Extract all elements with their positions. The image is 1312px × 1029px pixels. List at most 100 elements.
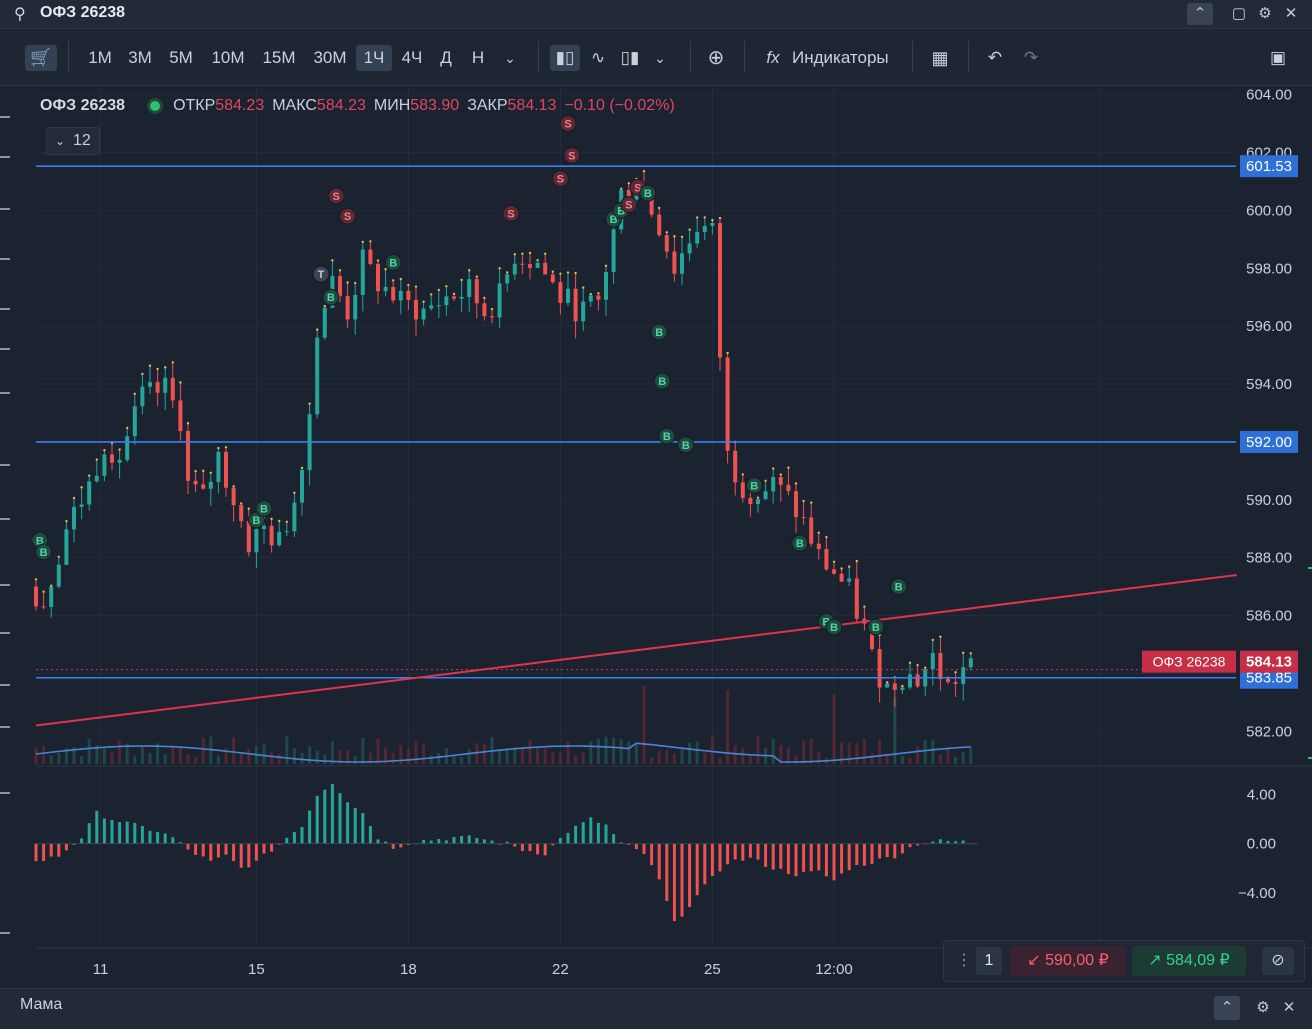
chevron-down-icon[interactable]: ⌄: [654, 50, 666, 66]
trade-marker-s: [339, 207, 357, 225]
candle-high-dot: [764, 479, 767, 482]
macd-bar: [543, 843, 547, 856]
candle-high-dot: [673, 235, 676, 238]
macd-bar: [726, 843, 730, 865]
tf-1m[interactable]: 1M: [88, 48, 112, 67]
add-icon[interactable]: ⊕: [707, 47, 725, 69]
tf-15m[interactable]: 15M: [262, 48, 296, 67]
tf-day[interactable]: Д: [440, 48, 452, 67]
candle-high-dot: [969, 652, 972, 655]
tf-week[interactable]: Н: [471, 48, 485, 67]
candle-high-dot: [346, 281, 349, 284]
macd-bar: [665, 843, 669, 901]
chevron-up-icon[interactable]: ⌃: [1214, 996, 1240, 1020]
volume-bar: [840, 742, 844, 764]
line-chart-icon[interactable]: ∿: [590, 48, 606, 67]
sell-button[interactable]: ↙ 590,00 ₽: [1010, 946, 1126, 976]
bars-icon[interactable]: ▯▮: [620, 48, 640, 67]
indicators-collapse-button[interactable]: ⌄ 12: [46, 127, 100, 155]
tool-icon[interactable]: [0, 684, 10, 686]
macd-bar: [292, 831, 296, 844]
order-quantity[interactable]: 1: [976, 947, 1002, 975]
undo-icon[interactable]: ↶: [987, 48, 1003, 67]
trade-marker-label: S: [507, 208, 514, 220]
tool-icon[interactable]: [0, 464, 10, 466]
gear-icon[interactable]: ⚙: [1258, 5, 1272, 22]
candle-high-dot: [209, 471, 212, 474]
chevron-up-icon[interactable]: ⌃: [1187, 3, 1213, 25]
gear-icon[interactable]: ⚙: [1256, 999, 1270, 1016]
level-price-tag: [1240, 430, 1298, 453]
volume-bar: [338, 750, 342, 764]
redo-icon[interactable]: ↷: [1023, 48, 1039, 67]
tool-icon[interactable]: [0, 116, 10, 118]
cart-icon[interactable]: 🛒: [25, 45, 57, 71]
function-icon[interactable]: fx: [766, 48, 780, 67]
volume-bar: [72, 746, 76, 764]
camera-icon[interactable]: ▣: [1269, 48, 1287, 67]
volume-bar: [482, 743, 486, 764]
tool-icon[interactable]: [0, 258, 10, 260]
candle-body: [56, 564, 61, 587]
tf-30m[interactable]: 30M: [313, 48, 347, 67]
tool-icon[interactable]: [0, 632, 10, 634]
tf-1h[interactable]: 1Ч: [356, 45, 392, 71]
y-axis-tick-label: 604.00: [1246, 87, 1292, 104]
tool-icon[interactable]: [0, 156, 10, 158]
tool-icon[interactable]: [0, 348, 10, 350]
candle-body: [436, 305, 441, 307]
macd-bar: [178, 842, 182, 844]
trade-marker-b: [825, 618, 843, 636]
tf-3m[interactable]: 3M: [128, 48, 152, 67]
candle-high-dot: [574, 271, 577, 275]
grid-icon[interactable]: ▦: [931, 48, 949, 68]
volume-bar: [368, 752, 372, 764]
tool-icon[interactable]: [0, 792, 10, 794]
candle-body: [604, 272, 608, 300]
tf-5m[interactable]: 5M: [169, 48, 193, 67]
volume-bar: [270, 751, 274, 764]
x-axis-tick-label: 22: [552, 961, 569, 978]
last-price-label: 584.13: [1246, 654, 1292, 671]
macd-bar: [315, 795, 319, 844]
volume-bar: [938, 754, 942, 764]
search-icon[interactable]: ⚲: [14, 6, 26, 23]
tool-icon[interactable]: [0, 392, 10, 394]
candle-body: [292, 502, 297, 532]
tf-10m[interactable]: 10M: [211, 48, 245, 67]
volume-bar: [756, 736, 760, 764]
bottom-panel-title[interactable]: Мама: [20, 996, 63, 1013]
volume-bar: [42, 745, 46, 764]
candle-body: [421, 308, 426, 320]
tool-icon[interactable]: [0, 518, 10, 520]
candle-body: [961, 667, 966, 684]
candle-body: [908, 674, 912, 688]
buy-button[interactable]: ↗ 584,09 ₽: [1132, 946, 1246, 976]
macd-bar: [802, 843, 806, 872]
macd-bar: [406, 843, 410, 845]
tf-4h[interactable]: 4Ч: [401, 48, 423, 67]
maximize-icon[interactable]: ▢: [1231, 5, 1247, 22]
macd-bar: [452, 837, 456, 844]
chevron-down-icon[interactable]: ⌄: [504, 50, 516, 66]
cancel-orders-icon[interactable]: ⊘: [1262, 947, 1294, 975]
tool-icon[interactable]: [0, 584, 10, 586]
volume-bar: [916, 746, 920, 764]
close-icon[interactable]: ✕: [1282, 999, 1296, 1016]
volume-bar: [718, 757, 722, 764]
window-title[interactable]: ОФЗ 26238: [40, 4, 126, 21]
candle-high-dot: [620, 187, 623, 190]
macd-bar: [300, 826, 304, 844]
tool-icon[interactable]: [0, 308, 10, 310]
indicators-button[interactable]: Индикаторы: [792, 48, 889, 67]
candles-icon[interactable]: ▮▯: [550, 45, 580, 71]
candle-high-dot: [726, 351, 729, 355]
tool-icon[interactable]: [0, 932, 10, 934]
tool-icon[interactable]: [0, 726, 10, 728]
tool-icon[interactable]: [0, 208, 10, 210]
close-icon[interactable]: ✕: [1284, 5, 1298, 22]
macd-bar: [574, 825, 578, 844]
candle-high-dot: [779, 473, 782, 476]
candle-body: [832, 569, 836, 574]
